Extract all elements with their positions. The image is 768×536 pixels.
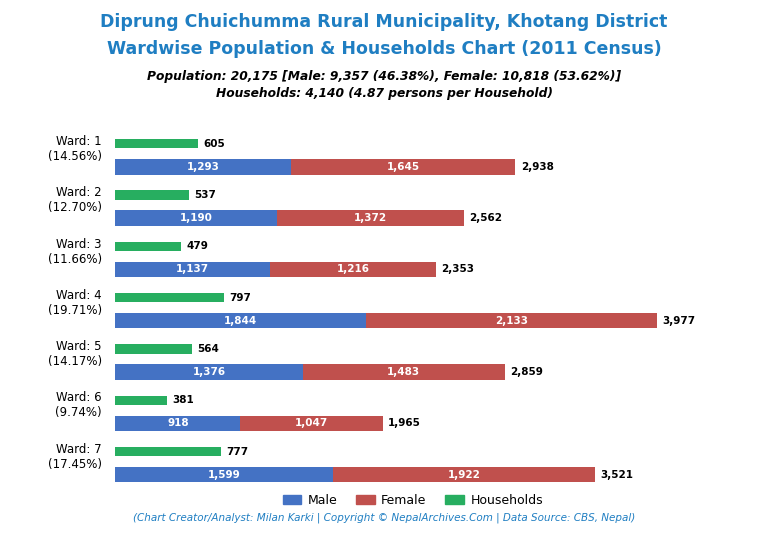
- Text: 1,047: 1,047: [295, 419, 328, 428]
- Bar: [115, 313, 366, 329]
- Bar: [115, 447, 221, 456]
- Text: 2,562: 2,562: [469, 213, 502, 223]
- Bar: [115, 345, 192, 354]
- Text: 564: 564: [197, 344, 220, 354]
- Bar: [115, 364, 303, 380]
- Text: 1,293: 1,293: [187, 162, 220, 172]
- Text: 1,483: 1,483: [387, 367, 420, 377]
- Legend: Male, Female, Households: Male, Female, Households: [278, 489, 548, 512]
- Text: 1,372: 1,372: [354, 213, 387, 223]
- Bar: [277, 211, 464, 226]
- Text: Diprung Chuichumma Rural Municipality, Khotang District: Diprung Chuichumma Rural Municipality, K…: [101, 13, 667, 32]
- Text: Population: 20,175 [Male: 9,357 (46.38%), Female: 10,818 (53.62%)]: Population: 20,175 [Male: 9,357 (46.38%)…: [147, 70, 621, 83]
- Text: 1,216: 1,216: [336, 264, 369, 274]
- Bar: [291, 159, 515, 175]
- Bar: [115, 467, 333, 482]
- Text: 2,859: 2,859: [510, 367, 543, 377]
- Bar: [115, 416, 240, 431]
- Text: 2,938: 2,938: [521, 162, 554, 172]
- Text: 2,133: 2,133: [495, 316, 528, 326]
- Text: 777: 777: [227, 446, 249, 457]
- Bar: [366, 313, 657, 329]
- Text: 537: 537: [194, 190, 216, 200]
- Bar: [115, 242, 180, 251]
- Bar: [303, 364, 505, 380]
- Text: 918: 918: [167, 419, 189, 428]
- Text: 2,353: 2,353: [441, 264, 474, 274]
- Bar: [115, 211, 277, 226]
- Bar: [115, 396, 167, 405]
- Bar: [333, 467, 594, 482]
- Bar: [270, 262, 435, 277]
- Text: 479: 479: [186, 241, 208, 251]
- Bar: [115, 293, 224, 302]
- Text: 1,376: 1,376: [193, 367, 226, 377]
- Bar: [240, 416, 383, 431]
- Text: Households: 4,140 (4.87 persons per Household): Households: 4,140 (4.87 persons per Hous…: [216, 87, 552, 100]
- Text: 605: 605: [204, 139, 225, 149]
- Text: (Chart Creator/Analyst: Milan Karki | Copyright © NepalArchives.Com | Data Sourc: (Chart Creator/Analyst: Milan Karki | Co…: [133, 512, 635, 523]
- Text: 1,190: 1,190: [180, 213, 213, 223]
- Text: 1,599: 1,599: [208, 470, 240, 480]
- Text: 1,922: 1,922: [448, 470, 480, 480]
- Text: 797: 797: [230, 293, 251, 303]
- Bar: [115, 159, 291, 175]
- Bar: [115, 262, 270, 277]
- Text: 1,645: 1,645: [387, 162, 420, 172]
- Text: Wardwise Population & Households Chart (2011 Census): Wardwise Population & Households Chart (…: [107, 40, 661, 58]
- Text: 1,137: 1,137: [176, 264, 210, 274]
- Text: 3,977: 3,977: [662, 316, 695, 326]
- Text: 3,521: 3,521: [600, 470, 633, 480]
- Bar: [115, 190, 188, 200]
- Text: 381: 381: [173, 396, 194, 405]
- Text: 1,844: 1,844: [224, 316, 257, 326]
- Text: 1,965: 1,965: [389, 419, 421, 428]
- Bar: [115, 139, 198, 148]
